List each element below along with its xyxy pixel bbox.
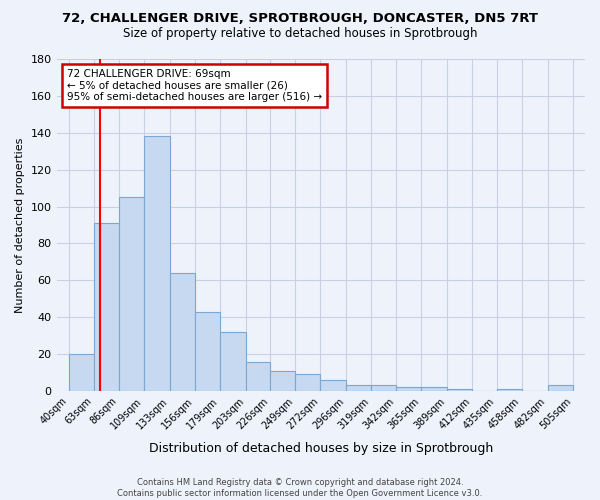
- Bar: [346, 386, 371, 391]
- Bar: [69, 354, 94, 391]
- Bar: [421, 388, 447, 391]
- Bar: [320, 380, 346, 391]
- Bar: [447, 389, 472, 391]
- Bar: [144, 136, 170, 391]
- Bar: [271, 370, 295, 391]
- Bar: [94, 223, 119, 391]
- Y-axis label: Number of detached properties: Number of detached properties: [15, 138, 25, 312]
- Text: 72 CHALLENGER DRIVE: 69sqm
← 5% of detached houses are smaller (26)
95% of semi-: 72 CHALLENGER DRIVE: 69sqm ← 5% of detac…: [67, 69, 322, 102]
- Bar: [220, 332, 245, 391]
- Bar: [245, 362, 271, 391]
- X-axis label: Distribution of detached houses by size in Sprotbrough: Distribution of detached houses by size …: [149, 442, 493, 455]
- Bar: [497, 389, 521, 391]
- Bar: [170, 273, 194, 391]
- Text: 72, CHALLENGER DRIVE, SPROTBROUGH, DONCASTER, DN5 7RT: 72, CHALLENGER DRIVE, SPROTBROUGH, DONCA…: [62, 12, 538, 26]
- Text: Size of property relative to detached houses in Sprotbrough: Size of property relative to detached ho…: [123, 28, 477, 40]
- Bar: [371, 386, 396, 391]
- Bar: [548, 386, 572, 391]
- Bar: [295, 374, 320, 391]
- Text: Contains HM Land Registry data © Crown copyright and database right 2024.
Contai: Contains HM Land Registry data © Crown c…: [118, 478, 482, 498]
- Bar: [119, 198, 144, 391]
- Bar: [396, 388, 421, 391]
- Bar: [194, 312, 220, 391]
